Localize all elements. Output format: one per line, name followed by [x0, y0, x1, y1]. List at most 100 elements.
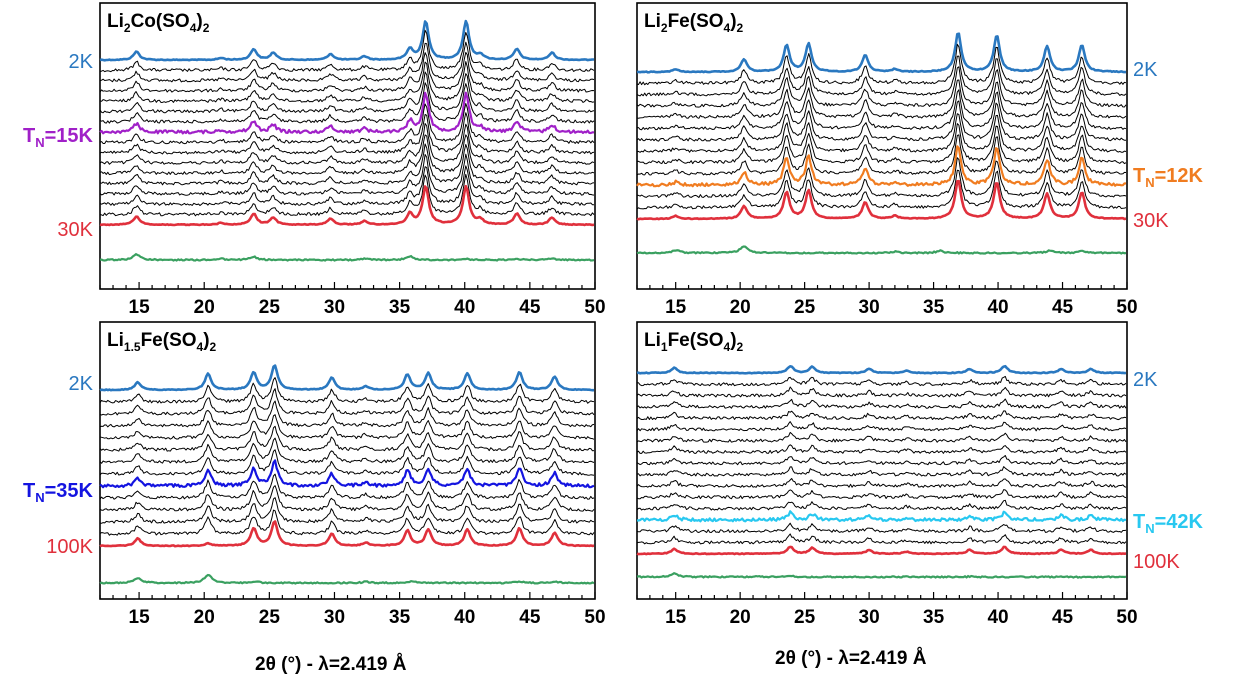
curve-2K	[99, 364, 594, 392]
diffraction-curve	[636, 522, 1127, 533]
curve-2K	[636, 32, 1126, 74]
diffraction-curve	[636, 410, 1127, 421]
curve-high-temperature	[99, 184, 595, 227]
diffraction-curve	[99, 165, 594, 206]
difference-curve	[99, 252, 595, 262]
label-neel-temperature: TN=35K	[23, 480, 94, 505]
difference-curve	[636, 245, 1127, 255]
curve-neel-temperature	[99, 91, 595, 135]
diffraction-curve	[636, 499, 1127, 511]
label-neel-temperature: TN=12K	[1133, 165, 1204, 190]
chart-panel-0: 15 20 25 30 35 40 45 50 Li2Co(SO4)2 2K TN=15K 30K	[23, 2, 606, 318]
diffraction-curve	[636, 100, 1127, 142]
curve-2K	[636, 364, 1127, 375]
x-tick-label: 50	[584, 297, 605, 318]
curve-high-temperature	[636, 179, 1127, 221]
diffraction-curve	[99, 388, 595, 416]
diffraction-curve	[99, 153, 595, 196]
x-tick-label: 30	[324, 297, 345, 318]
label-2K: 2K	[69, 51, 94, 73]
x-tick-label: 15	[129, 297, 151, 318]
label-neel-temperature: TN=15K	[23, 125, 94, 150]
diffraction-curve	[99, 437, 595, 464]
x-tick-label: 40	[987, 607, 1008, 628]
diffraction-curve	[636, 431, 1127, 443]
diffraction-curve	[99, 485, 595, 512]
diffraction-curve	[636, 66, 1127, 108]
diffraction-curve	[99, 173, 595, 217]
x-tick-label: 30	[324, 607, 345, 628]
x-tick-label: 25	[794, 297, 816, 318]
diffraction-curve	[636, 489, 1127, 500]
x-tick-label: 50	[1116, 297, 1137, 318]
x-tick-label: 40	[987, 297, 1008, 318]
x-tick-label: 40	[454, 297, 475, 318]
curve-high-temperature	[636, 545, 1127, 556]
diffraction-curve	[99, 414, 595, 440]
diffraction-curve	[99, 82, 595, 124]
x-tick-label: 15	[129, 607, 151, 628]
diffraction-curve	[99, 123, 595, 165]
label-2K: 2K	[1133, 59, 1158, 81]
x-axis-label-right: 2θ (°) - λ=2.419 Å	[775, 648, 927, 669]
diffraction-curve	[636, 466, 1127, 477]
diffraction-curve	[637, 375, 1127, 387]
diffraction-curve	[99, 112, 595, 155]
curve-high-temperature	[99, 520, 595, 548]
diffraction-curve	[636, 478, 1127, 488]
panel-title: Li2Co(SO4)2	[107, 11, 210, 35]
diffraction-curve	[636, 533, 1127, 545]
diffraction-curve	[636, 386, 1127, 398]
x-tick-label: 25	[259, 607, 281, 628]
panel-title: Li1Fe(SO4)2	[644, 330, 744, 354]
x-tick-label: 30	[859, 297, 880, 318]
diffraction-curve	[99, 71, 595, 114]
diffraction-curve	[99, 134, 595, 176]
curve-neel-temperature	[636, 510, 1127, 523]
x-tick-label: 45	[519, 297, 541, 318]
label-high-temperature: 100K	[46, 536, 93, 558]
x-tick-label: 15	[665, 607, 687, 628]
x-tick-label: 20	[730, 607, 751, 628]
diffraction-curve	[99, 51, 595, 93]
diffraction-curve	[636, 134, 1127, 176]
panel-title: Li2Fe(SO4)2	[644, 11, 744, 35]
plot-frame	[99, 321, 596, 600]
chart-panel-2: 15 20 25 30 35 40 45 50 Li1.5Fe(SO4)2 2K TN=35K 100…	[23, 321, 606, 628]
diffraction-curve	[636, 79, 1127, 119]
diffraction-curve	[99, 103, 595, 145]
diffraction-curve	[636, 113, 1127, 153]
x-tick-label: 50	[584, 607, 605, 628]
diffraction-curve	[636, 398, 1127, 409]
label-high-temperature: 30K	[57, 219, 93, 241]
diffraction-curve	[99, 41, 595, 83]
x-tick-label: 50	[1116, 607, 1137, 628]
curve-neel-temperature	[636, 145, 1127, 188]
x-tick-label: 25	[259, 297, 281, 318]
chart-panel-1: 15 20 25 30 35 40 45 50 Li2Fe(SO4)2 2K TN=12K 30K	[636, 2, 1204, 318]
x-tick-label: 30	[859, 607, 880, 628]
diffraction-curve	[636, 43, 1127, 86]
panel-title: Li1.5Fe(SO4)2	[107, 330, 217, 354]
diffraction-curve	[99, 61, 595, 103]
x-tick-label: 45	[519, 607, 541, 628]
diffraction-curve	[99, 509, 595, 536]
curve-2K	[99, 19, 594, 62]
difference-curve	[99, 573, 595, 585]
label-high-temperature: 30K	[1133, 210, 1169, 232]
x-tick-label: 45	[1052, 607, 1074, 628]
label-high-temperature: 100K	[1133, 551, 1180, 573]
diffraction-curve	[99, 143, 595, 186]
label-2K: 2K	[69, 373, 94, 395]
x-tick-label: 20	[194, 607, 215, 628]
curve-neel-temperature	[99, 459, 595, 489]
diffraction-curve	[99, 400, 595, 428]
diffraction-curve	[636, 157, 1127, 198]
x-tick-label: 15	[665, 297, 687, 318]
diffraction-curve	[636, 421, 1127, 432]
diffraction-curve	[99, 377, 595, 404]
difference-curve	[636, 571, 1127, 579]
x-tick-label: 35	[389, 607, 411, 628]
x-tick-label: 40	[454, 607, 475, 628]
chart-panel-3: 15 20 25 30 35 40 45 50 Li1Fe(SO4)2 2K TN=42K 100K	[636, 321, 1204, 628]
